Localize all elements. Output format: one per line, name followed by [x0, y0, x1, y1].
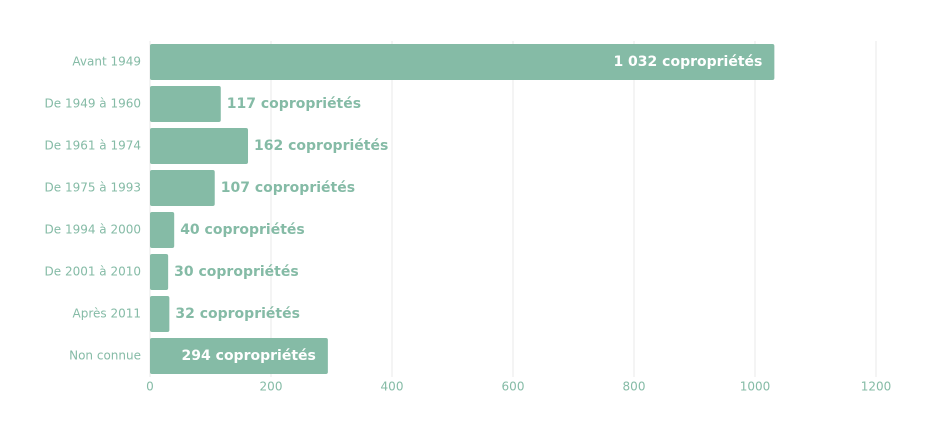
bar — [150, 128, 249, 164]
bar — [150, 86, 221, 122]
x-tick-label: 600 — [502, 380, 525, 394]
y-tick-label: De 1961 à 1974 — [45, 139, 142, 153]
value-label: 40 copropriétés — [180, 222, 305, 238]
y-tick-label: Après 2011 — [73, 307, 141, 321]
value-label: 117 copropriétés — [227, 96, 361, 112]
x-tick-label: 800 — [623, 380, 646, 394]
x-tick-label: 0 — [146, 380, 154, 394]
value-label: 294 copropriétés — [182, 348, 316, 364]
bar — [150, 338, 328, 374]
y-tick-label: De 1949 à 1960 — [45, 97, 142, 111]
y-tick-label: Non connue — [69, 349, 141, 363]
value-label: 30 copropriétés — [174, 264, 299, 280]
bar — [150, 296, 170, 332]
y-tick-label: Avant 1949 — [72, 55, 141, 69]
bar — [150, 170, 215, 206]
value-label: 32 copropriétés — [175, 306, 300, 322]
x-tick-label: 1200 — [861, 380, 892, 394]
value-label: 107 copropriétés — [221, 180, 355, 196]
bar — [150, 254, 169, 290]
y-tick-label: De 1975 à 1993 — [45, 181, 142, 195]
x-tick-label: 400 — [381, 380, 404, 394]
bar — [150, 212, 175, 248]
y-tick-label: De 2001 à 2010 — [45, 265, 142, 279]
value-label: 162 copropriétés — [254, 138, 388, 154]
x-tick-label: 200 — [260, 380, 283, 394]
value-label: 1 032 copropriétés — [613, 54, 762, 70]
x-tick-label: 1000 — [740, 380, 771, 394]
y-tick-label: De 1994 à 2000 — [45, 223, 142, 237]
bar — [150, 44, 775, 80]
